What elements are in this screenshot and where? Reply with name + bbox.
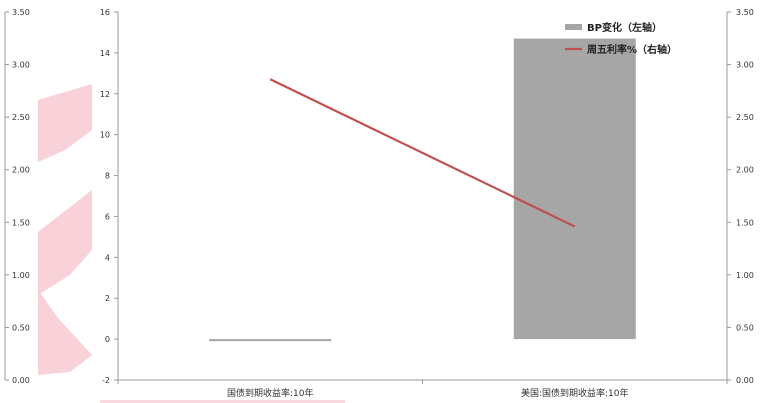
y-far-left-tick-label: 0.50 bbox=[12, 323, 30, 332]
y-left-tick-label: 12 bbox=[100, 90, 110, 99]
y-right-tick-label: 1.50 bbox=[736, 218, 754, 227]
x-tick-label: 国债到期收益率:10年 bbox=[227, 387, 314, 399]
bar bbox=[513, 38, 636, 340]
bar bbox=[209, 339, 332, 342]
legend: BP变化（左轴） 周五利率%（右轴） bbox=[565, 21, 677, 56]
y-left-tick-label: 16 bbox=[100, 8, 110, 17]
y-right-tick-label: 0.00 bbox=[736, 376, 754, 385]
line-series bbox=[269, 78, 576, 228]
y-far-left-tick-label: 0.00 bbox=[12, 376, 30, 385]
y-far-left-tick-label: 1.50 bbox=[12, 218, 30, 227]
y-far-left-tick-label: 3.00 bbox=[12, 61, 30, 70]
watermark bbox=[38, 84, 345, 403]
y-right-tick-label: 3.00 bbox=[736, 61, 754, 70]
y-right-tick-label: 0.50 bbox=[736, 323, 754, 332]
axes: -2 0 2 4 6 8 10 12 14 16 0.00 0.50 1.00 1.50 2.00 2.50 3… bbox=[4, 8, 754, 399]
y-left-tick-label: 0 bbox=[105, 335, 110, 344]
y-right-tick-label: 3.50 bbox=[736, 8, 754, 17]
legend-line-label: 周五利率%（右轴） bbox=[587, 43, 677, 56]
y-left-tick-label: 2 bbox=[105, 294, 110, 303]
y-far-left-tick-label: 2.00 bbox=[12, 166, 30, 175]
y-far-left-tick-label: 1.00 bbox=[12, 271, 30, 280]
y-left-tick-label: 6 bbox=[105, 212, 110, 221]
legend-bar-label: BP变化（左轴） bbox=[587, 21, 662, 34]
bar-series bbox=[209, 38, 636, 342]
y-right-tick-label: 2.50 bbox=[736, 113, 754, 122]
x-tick-label: 美国:国债到期收益率:10年 bbox=[521, 387, 629, 399]
y-left-tick-label: -2 bbox=[102, 376, 110, 385]
y-left-tick-label: 4 bbox=[105, 253, 110, 262]
y-right-tick-label: 2.00 bbox=[736, 166, 754, 175]
y-left-tick-label: 8 bbox=[105, 172, 110, 181]
y-right-tick-label: 1.00 bbox=[736, 271, 754, 280]
y-left-tick-label: 10 bbox=[100, 131, 110, 140]
y-far-left-tick-label: 2.50 bbox=[12, 113, 30, 122]
y-far-left-tick-label: 3.50 bbox=[12, 8, 30, 17]
legend-bar-swatch bbox=[565, 24, 582, 30]
y-left-tick-label: 14 bbox=[100, 49, 110, 58]
line-series-path bbox=[269, 78, 576, 228]
